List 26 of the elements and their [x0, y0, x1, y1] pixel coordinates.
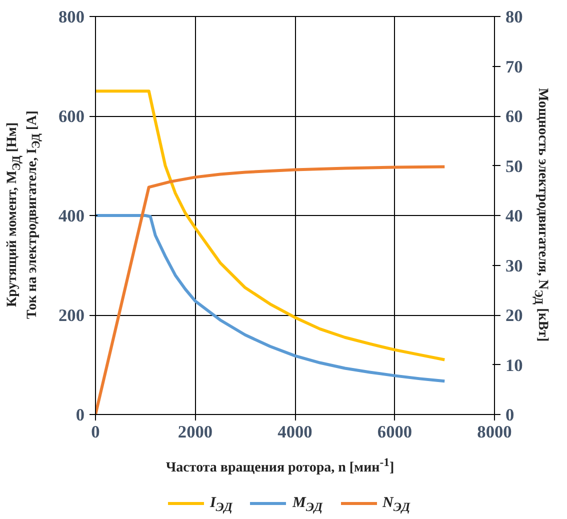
x-axis-title: Частота вращения ротора, n [мин$^{-1}$] [164, 455, 396, 478]
legend-label: M$_{ЭД}$ [292, 495, 323, 514]
y-tick-label: 800 [58, 8, 85, 26]
y2-tick-label: 20 [506, 306, 523, 325]
line-series [96, 165, 446, 414]
y2-tick-label: 60 [506, 107, 523, 126]
x-tick-label: 6000 [377, 422, 412, 442]
x-tick-label: 8000 [477, 422, 512, 442]
y2-tick-label: 0 [506, 406, 514, 424]
y-tick-label: 600 [58, 107, 85, 126]
legend-label: I$_{ЭД}$ [210, 495, 232, 514]
y-tick-label: 0 [76, 406, 85, 424]
y2-tick-label: 40 [506, 206, 523, 226]
y2-tick-label: 30 [506, 256, 523, 276]
x-tick-label: 2000 [178, 422, 213, 442]
y-tick-label: 400 [58, 206, 85, 226]
y2-tick-label: 10 [506, 356, 523, 375]
y2-tick-label: 70 [506, 57, 523, 76]
legend-label: N$_{ЭД}$ [382, 495, 410, 514]
line-series [96, 90, 446, 362]
x-tick-label: 0 [91, 422, 100, 442]
y2-tick-label: 50 [506, 156, 523, 176]
y2-tick-label: 80 [506, 8, 523, 26]
x-tick-label: 4000 [278, 422, 312, 442]
line-series [96, 214, 446, 383]
y-tick-label: 200 [58, 306, 85, 325]
